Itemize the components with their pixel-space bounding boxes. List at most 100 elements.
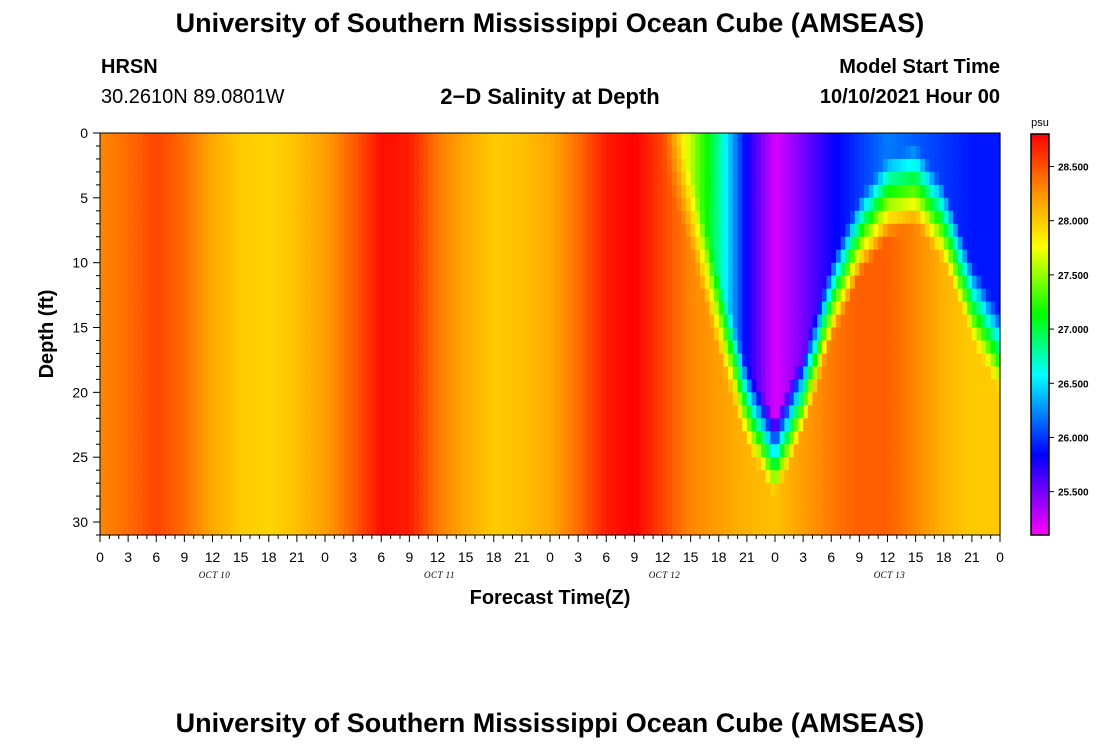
heatmap-cell (831, 184, 837, 199)
heatmap-cell (175, 249, 181, 264)
heatmap-cell (128, 379, 134, 393)
heatmap-cell (479, 171, 485, 186)
heatmap-cell (564, 301, 570, 316)
heatmap-cell (292, 366, 298, 380)
heatmap-cell (615, 405, 621, 419)
heatmap-cell (296, 327, 303, 342)
heatmap-cell (198, 249, 204, 264)
heatmap-cell (151, 301, 157, 316)
heatmap-cell (128, 470, 134, 484)
heatmap-cell (334, 366, 340, 380)
heatmap-cell (456, 418, 462, 432)
heatmap-cell (760, 249, 767, 264)
heatmap-cell (268, 340, 275, 355)
heatmap-cell (460, 509, 467, 523)
heatmap-cell (831, 353, 837, 368)
heatmap-cell (282, 353, 289, 368)
heatmap-cell (221, 405, 228, 419)
heatmap-cell (179, 340, 185, 355)
heatmap-cell (376, 405, 382, 419)
heatmap-cell (151, 210, 157, 225)
heatmap-cell (770, 418, 776, 432)
heatmap-cell (381, 223, 387, 238)
heatmap-cell (381, 392, 387, 406)
heatmap-cell (489, 301, 495, 316)
heatmap-cell (278, 210, 284, 225)
heatmap-cell (601, 275, 607, 290)
heatmap-cell (789, 379, 795, 393)
heatmap-cell (587, 496, 593, 510)
heatmap-cell (207, 457, 214, 471)
heatmap-cell (203, 457, 209, 471)
heatmap-cell (456, 133, 462, 147)
heatmap-cell (451, 133, 457, 147)
heatmap-cell (798, 288, 804, 303)
heatmap-cell (704, 483, 710, 497)
heatmap-cell (470, 470, 476, 484)
heatmap-cell (235, 405, 242, 419)
heatmap-cell (704, 340, 710, 355)
heatmap-cell (517, 184, 523, 199)
heatmap-cell (812, 457, 818, 471)
heatmap-cell (353, 301, 359, 316)
heatmap-cell (207, 223, 214, 238)
heatmap-cell (737, 288, 743, 303)
heatmap-cell (104, 496, 110, 510)
heatmap-cell (550, 405, 556, 419)
heatmap-cell (615, 223, 621, 238)
heatmap-cell (498, 366, 504, 380)
heatmap-cell (212, 249, 218, 264)
heatmap-cell (278, 275, 284, 290)
heatmap-cell (475, 444, 481, 458)
heatmap-cell (404, 509, 410, 523)
heatmap-cell (625, 470, 631, 484)
heatmap-cell (606, 496, 612, 510)
heatmap-cell (643, 496, 650, 510)
heatmap-cell (503, 522, 509, 536)
heatmap-cell (226, 184, 232, 199)
heatmap-cell (371, 327, 378, 342)
heatmap-cell (465, 366, 471, 380)
heatmap-cell (498, 392, 504, 406)
heatmap-cell (737, 418, 743, 432)
heatmap-cell (760, 496, 767, 510)
heatmap-cell (667, 392, 673, 406)
heatmap-cell (250, 457, 256, 471)
heatmap-cell (156, 522, 162, 536)
heatmap-cell (404, 158, 410, 173)
heatmap-cell (437, 262, 443, 277)
heatmap-cell (807, 314, 814, 329)
heatmap-cell (531, 197, 537, 212)
heatmap-cell (250, 431, 256, 445)
heatmap-cell (709, 145, 715, 160)
heatmap-cell (470, 288, 476, 303)
heatmap-cell (221, 288, 228, 303)
heatmap-cell (118, 171, 125, 186)
heatmap-cell (123, 496, 129, 510)
heatmap-cell (554, 249, 560, 264)
heatmap-cell (817, 145, 823, 160)
heatmap-cell (667, 210, 673, 225)
heatmap-cell (531, 288, 537, 303)
heatmap-cell (437, 171, 443, 186)
heatmap-cell (568, 275, 575, 290)
heatmap-cell (287, 379, 293, 393)
heatmap-cell (250, 392, 256, 406)
heatmap-cell (292, 444, 298, 458)
heatmap-cell (601, 366, 607, 380)
heatmap-cell (451, 353, 457, 368)
heatmap-cell (310, 366, 317, 380)
heatmap-cell (273, 145, 279, 160)
heatmap-cell (123, 133, 129, 147)
heatmap-cell (779, 249, 785, 264)
heatmap-cell (118, 522, 125, 536)
heatmap-cell (470, 418, 476, 432)
heatmap-cell (254, 145, 260, 160)
heatmap-cell (606, 262, 612, 277)
heatmap-cell (540, 496, 546, 510)
heatmap-cell (540, 184, 546, 199)
heatmap-cell (404, 249, 410, 264)
heatmap-cell (568, 145, 575, 160)
heatmap-cell (339, 327, 345, 342)
heatmap-cell (240, 509, 246, 523)
